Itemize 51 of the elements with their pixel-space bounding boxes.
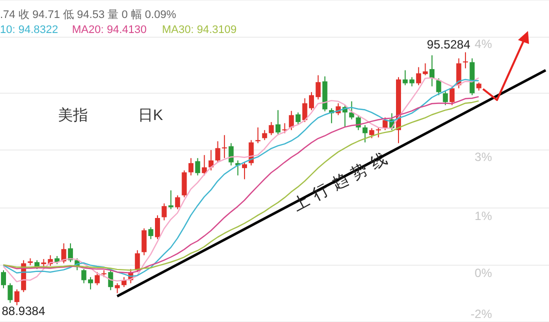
candlestick [296,112,301,125]
candlestick [362,124,368,143]
candlestick [14,288,20,306]
candlestick [134,250,140,273]
candlestick [288,110,294,131]
annotation: 美指 [58,107,88,124]
candlestick [222,134,227,159]
candlestick [215,140,220,163]
candlestick [436,78,442,96]
candlestick [442,90,448,106]
annotation: MA30: 94.3109 [162,24,237,36]
candlestick [228,142,234,166]
candlestick [61,242,66,264]
candlestick [148,226,154,240]
candlestick [114,282,120,294]
annotation: 上行趋势线 [290,146,396,214]
candlestick [349,100,354,120]
candlestick [1,270,6,289]
annotation: 日K [138,107,164,124]
candlestick [422,62,428,76]
candlestick [175,194,180,210]
annotation: 3% [474,150,492,164]
candlestick [416,66,422,86]
candlestick [268,122,274,136]
annotation: 4% [474,37,492,52]
annotation: 10: 94.8322 [0,24,58,36]
candlestick [188,158,194,176]
candlestick [108,270,114,291]
annotation: MA20: 94.4130 [72,24,147,36]
annotation: 0% [474,266,492,280]
annotation: 95.5284 [426,37,471,52]
annotation: 1% [474,209,492,224]
candlestick [262,130,268,141]
candlestick [409,76,414,87]
annotation: -2% [470,307,492,322]
candlestick [462,52,468,69]
annotation: 88.9384 [2,304,46,318]
annotation: .74 收 94.71 低 94.53 量 0 幅 0.09% [0,9,176,21]
candlestick [162,202,167,221]
candlestick [276,110,280,136]
candlestick [154,214,160,240]
candlestick [402,70,408,86]
candlestick [429,54,434,87]
candlestick [142,228,147,256]
candlestick [94,272,100,286]
candlestick [242,162,248,180]
candlestick [369,128,374,139]
candlestick [376,126,381,138]
candlestick [182,170,187,198]
candlestick [195,158,200,176]
candlestick [8,282,13,304]
